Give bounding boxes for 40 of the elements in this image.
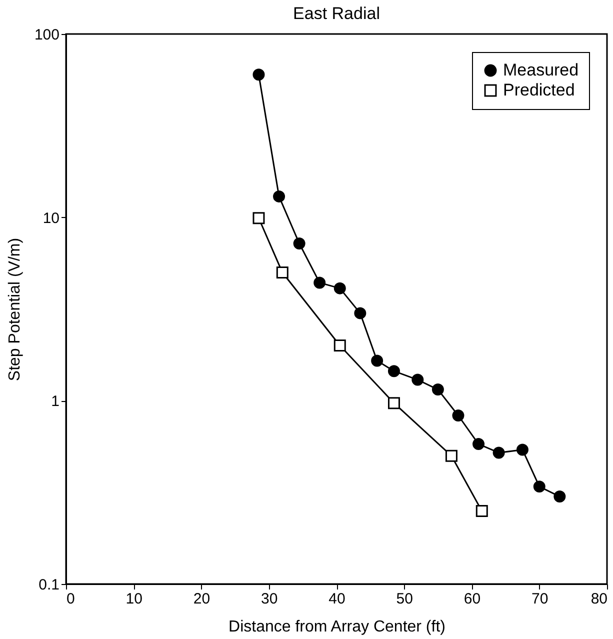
x-tick-label: 50 bbox=[396, 590, 413, 608]
point bbox=[293, 238, 306, 250]
point bbox=[334, 282, 346, 294]
point bbox=[388, 397, 400, 410]
point bbox=[276, 266, 288, 279]
legend-label: Measured bbox=[503, 60, 579, 80]
y-tick-label: 0.1 bbox=[38, 576, 60, 594]
x-tick-label: 40 bbox=[328, 590, 346, 608]
point bbox=[492, 446, 505, 459]
x-tick-label: 30 bbox=[261, 590, 278, 608]
point bbox=[388, 365, 400, 378]
point bbox=[334, 339, 346, 352]
point bbox=[252, 212, 265, 224]
point bbox=[412, 374, 424, 386]
point bbox=[533, 480, 546, 493]
point bbox=[354, 307, 366, 320]
point bbox=[476, 505, 488, 518]
x-tick-label: 70 bbox=[532, 590, 548, 608]
y-tick-label: 100 bbox=[34, 26, 60, 44]
point bbox=[314, 276, 326, 289]
chart-title: East Radial bbox=[293, 4, 380, 23]
x-axis-title: Distance from Array Center (ft) bbox=[228, 618, 446, 636]
point bbox=[432, 384, 444, 396]
y-tick-label: 10 bbox=[42, 210, 60, 227]
point bbox=[371, 354, 384, 367]
y-axis-title: Step Potential (V/m) bbox=[6, 238, 24, 382]
point bbox=[516, 444, 528, 456]
point bbox=[445, 450, 458, 462]
point bbox=[452, 410, 464, 422]
point bbox=[472, 438, 485, 450]
y-tick-label: 1 bbox=[51, 393, 60, 410]
x-tick-label: 80 bbox=[590, 590, 608, 608]
x-tick-label: 20 bbox=[193, 590, 210, 608]
x-tick-label: 10 bbox=[126, 590, 142, 608]
point bbox=[554, 490, 566, 503]
point bbox=[252, 68, 265, 81]
x-tick-label: 60 bbox=[464, 590, 481, 608]
legend-label: Predicted bbox=[503, 80, 575, 100]
point bbox=[273, 190, 286, 202]
x-tick-label: 0 bbox=[66, 590, 75, 608]
